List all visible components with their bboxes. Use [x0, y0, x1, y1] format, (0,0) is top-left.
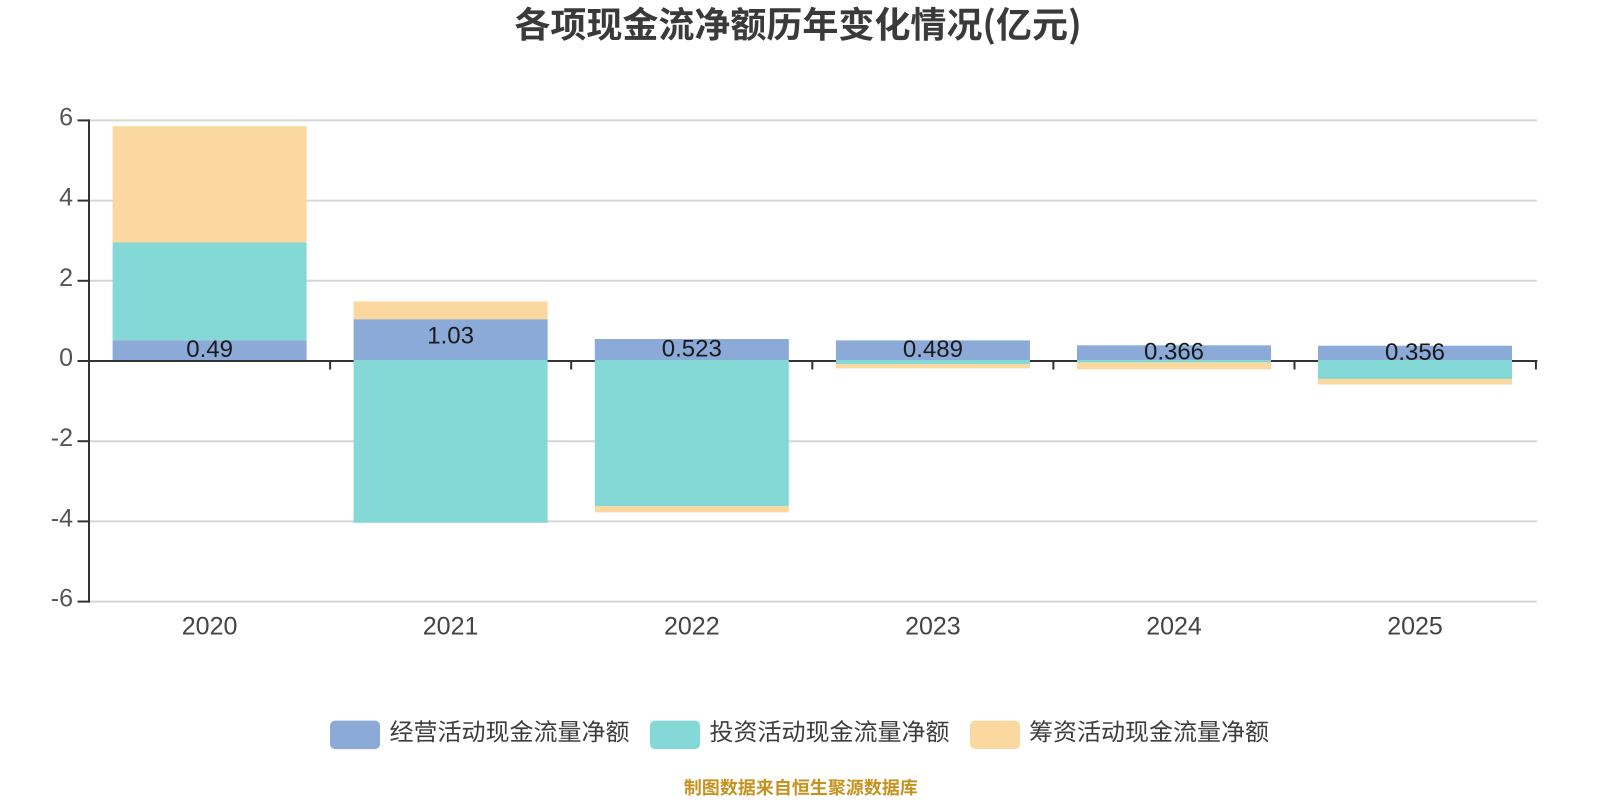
svg-text:2023: 2023 [905, 612, 961, 640]
svg-text:0.356: 0.356 [1385, 339, 1445, 366]
svg-text:0.366: 0.366 [1144, 339, 1204, 366]
svg-text:4: 4 [59, 184, 73, 212]
svg-text:2021: 2021 [423, 612, 479, 640]
svg-text:6: 6 [59, 103, 73, 131]
svg-text:2020: 2020 [182, 612, 238, 640]
svg-text:-6: -6 [51, 585, 73, 613]
svg-text:0.49: 0.49 [186, 336, 233, 363]
svg-text:0.489: 0.489 [903, 336, 963, 363]
svg-text:2025: 2025 [1387, 612, 1443, 640]
svg-text:-2: -2 [51, 424, 73, 452]
svg-text:2: 2 [59, 264, 73, 292]
svg-text:1.03: 1.03 [427, 323, 474, 350]
svg-text:2022: 2022 [664, 612, 720, 640]
svg-text:2024: 2024 [1146, 612, 1202, 640]
svg-text:0.523: 0.523 [662, 336, 722, 363]
svg-text:-4: -4 [51, 504, 73, 532]
svg-text:0: 0 [59, 344, 73, 372]
